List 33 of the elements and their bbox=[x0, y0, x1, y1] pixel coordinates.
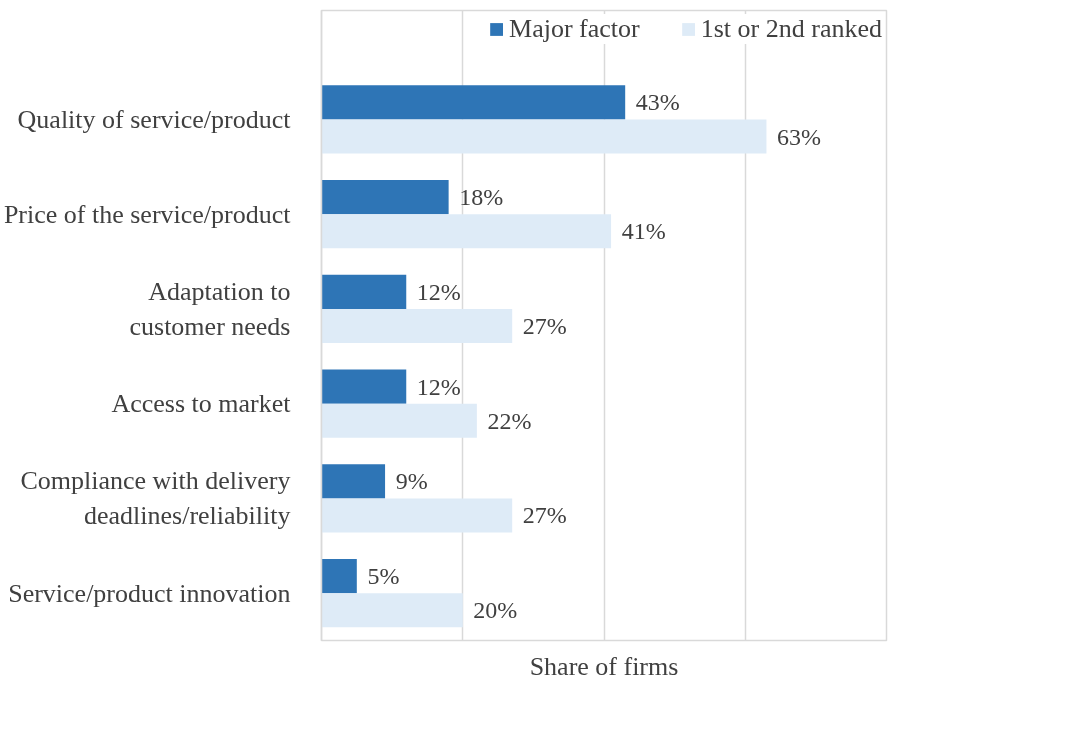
bar bbox=[321, 593, 463, 628]
bar bbox=[321, 369, 407, 404]
data-label: 22% bbox=[487, 407, 532, 434]
y-tick-label: Adaptation to customer needs bbox=[129, 277, 291, 341]
legend-label: 1st or 2nd ranked bbox=[700, 14, 882, 44]
y-tick-label: Quality of service/product bbox=[17, 104, 292, 134]
data-label: 18% bbox=[459, 184, 504, 211]
bar bbox=[321, 119, 767, 154]
data-label: 63% bbox=[777, 123, 822, 150]
bar bbox=[321, 274, 407, 309]
bar bbox=[321, 403, 477, 438]
y-tick-label: Price of the service/product bbox=[3, 199, 292, 229]
bar bbox=[321, 180, 449, 215]
data-label: 12% bbox=[416, 278, 461, 305]
data-label: 27% bbox=[522, 502, 567, 529]
data-label: 43% bbox=[635, 89, 680, 116]
data-label: 27% bbox=[522, 312, 567, 339]
y-tick-label: Service/product innovation bbox=[8, 578, 291, 608]
data-label: 12% bbox=[416, 373, 461, 400]
bar bbox=[321, 308, 513, 344]
bar bbox=[321, 559, 357, 594]
bar bbox=[321, 464, 386, 499]
y-tick-label: Compliance with delivery deadlines/reliability bbox=[20, 466, 291, 531]
data-label: 20% bbox=[473, 597, 518, 624]
data-label: 9% bbox=[395, 468, 428, 495]
x-axis-title: Share of firms bbox=[529, 651, 679, 681]
y-tick-label: Access to market bbox=[111, 389, 292, 419]
bar bbox=[321, 85, 626, 120]
bar bbox=[321, 498, 513, 533]
data-label: 41% bbox=[621, 218, 666, 245]
data-label: 5% bbox=[367, 563, 400, 590]
legend-label: Major factor bbox=[509, 14, 640, 44]
bar bbox=[321, 214, 612, 249]
